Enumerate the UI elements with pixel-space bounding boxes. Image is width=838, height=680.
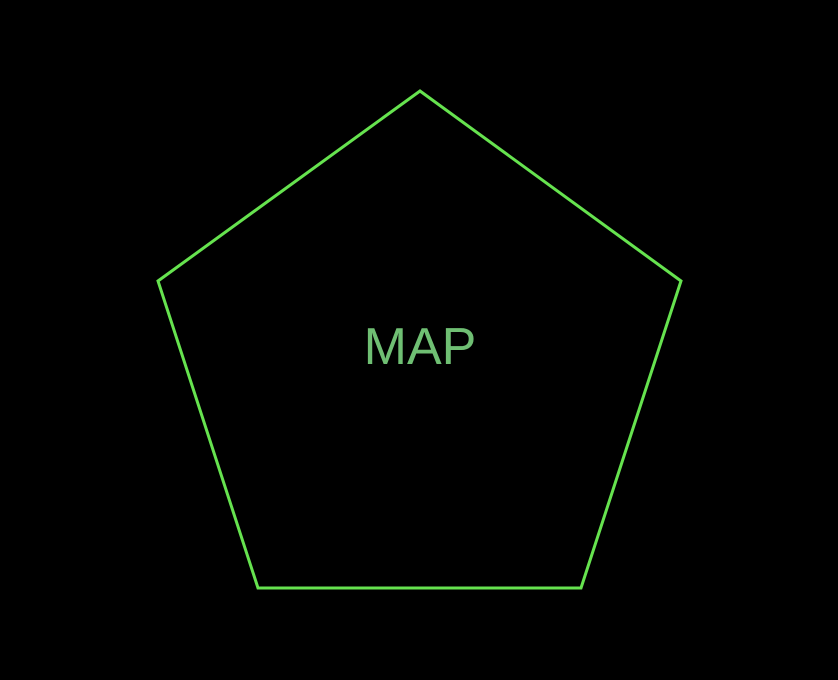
map-label: MAP [364, 318, 477, 376]
pentagon-outline [156, 89, 683, 590]
